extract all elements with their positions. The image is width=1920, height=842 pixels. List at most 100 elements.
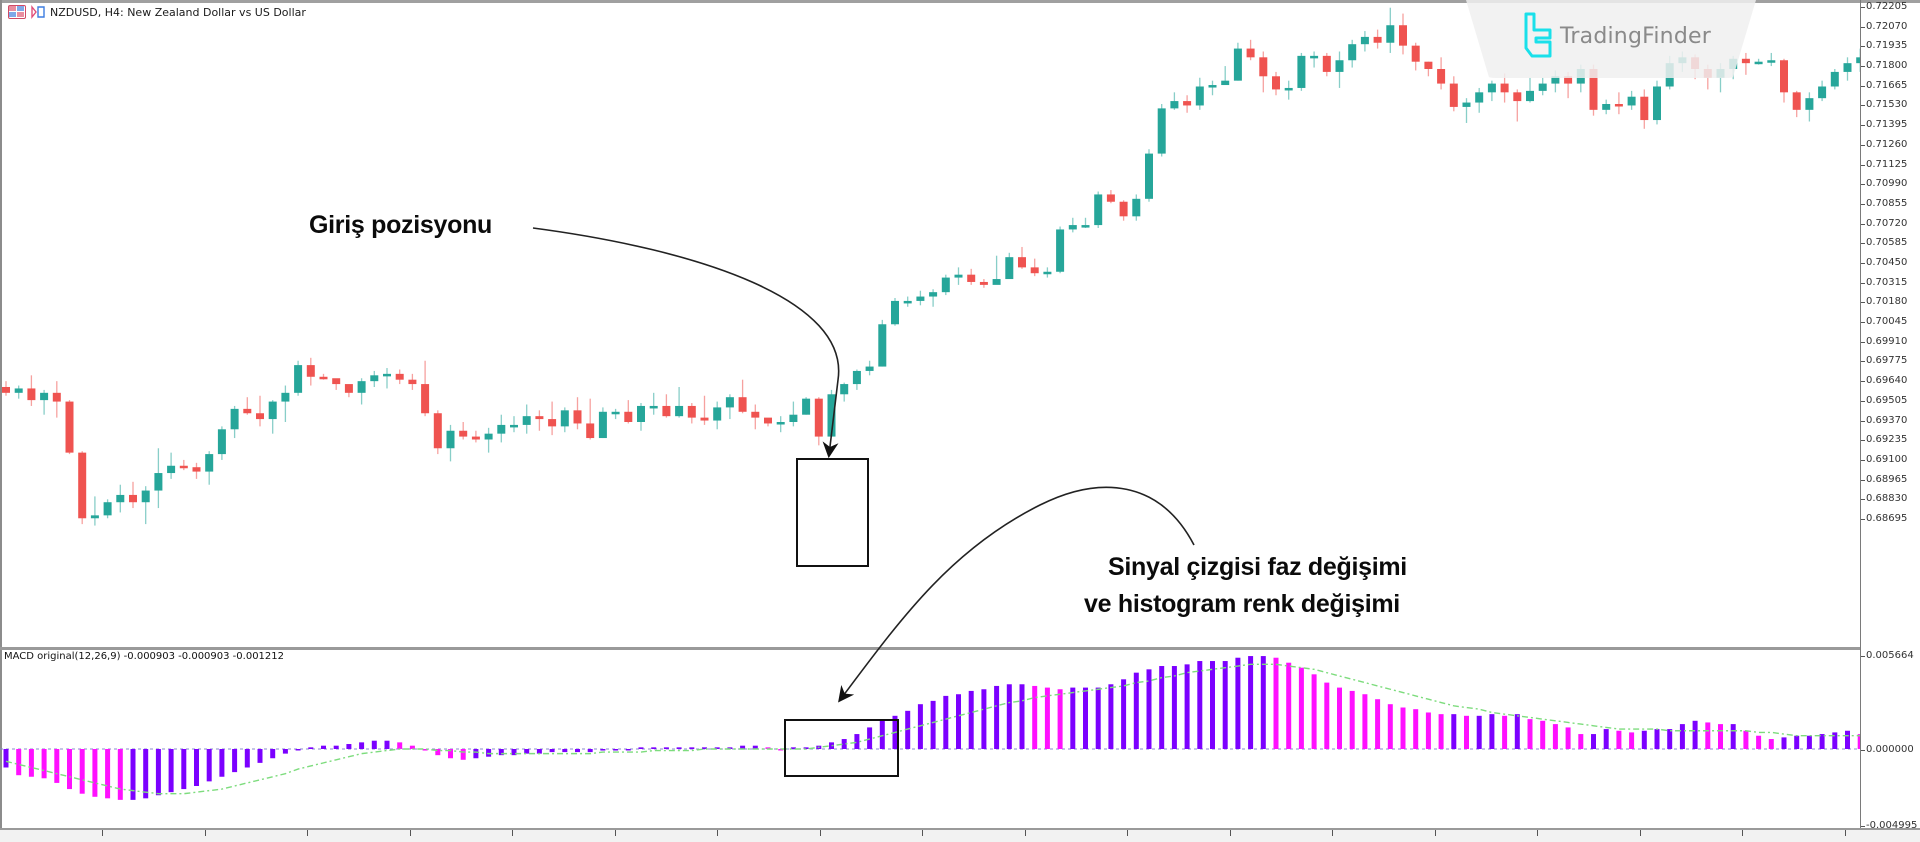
macd-histogram-bar bbox=[1425, 712, 1431, 749]
macd-axis-min: -0.004995 bbox=[1861, 820, 1917, 831]
watermark-brand: TradingFinder bbox=[1560, 24, 1711, 49]
candle bbox=[1475, 87, 1484, 113]
candle bbox=[484, 427, 493, 453]
candle bbox=[1780, 58, 1788, 103]
macd-histogram-bar bbox=[549, 749, 555, 753]
macd-histogram-bar bbox=[473, 749, 479, 759]
price-axis-label: 0.71665 bbox=[1861, 80, 1907, 91]
price-axis-label: 0.69640 bbox=[1861, 375, 1907, 386]
macd-histogram-bar bbox=[448, 749, 453, 759]
candle bbox=[1272, 71, 1280, 96]
candle bbox=[1767, 52, 1776, 67]
macd-histogram-bar bbox=[244, 749, 250, 768]
candle bbox=[421, 360, 430, 417]
time-axis-tick bbox=[409, 830, 411, 836]
price-axis-label: 0.71800 bbox=[1861, 60, 1907, 71]
macd-histogram-bar bbox=[282, 749, 288, 754]
macd-histogram-bar bbox=[1311, 674, 1317, 749]
macd-histogram-bar bbox=[346, 744, 352, 749]
price-axis-label: 0.69775 bbox=[1861, 355, 1907, 366]
macd-histogram-bar bbox=[1629, 732, 1635, 749]
candle bbox=[90, 496, 99, 526]
price-axis[interactable]: 0.72205 0.72070 0.71935 0.71800 0.71665 0.715… bbox=[1860, 0, 1920, 648]
macd-histogram-bar bbox=[1591, 734, 1596, 749]
candle bbox=[395, 369, 404, 385]
macd-histogram-bar bbox=[1146, 669, 1152, 749]
macd-histogram-bar bbox=[968, 690, 974, 749]
candle bbox=[840, 382, 849, 402]
macd-histogram-bar bbox=[54, 749, 60, 783]
candle bbox=[370, 370, 379, 387]
candle bbox=[1627, 90, 1636, 110]
macd-histogram-bar bbox=[295, 749, 301, 751]
candle bbox=[1437, 57, 1446, 90]
candle bbox=[471, 430, 480, 443]
candle bbox=[344, 384, 353, 398]
macd-histogram-bar bbox=[587, 749, 593, 753]
macd-histogram-bar bbox=[1565, 727, 1571, 749]
macd-histogram-bar bbox=[1006, 684, 1012, 749]
signal-annotation-line2: ve histogram renk değişimi bbox=[1084, 590, 1400, 618]
macd-histogram-bar bbox=[194, 749, 199, 786]
macd-histogram-bar bbox=[1832, 732, 1838, 749]
candle bbox=[1449, 76, 1458, 112]
macd-histogram-bar bbox=[1540, 720, 1546, 749]
macd-histogram-bar bbox=[1705, 722, 1711, 749]
macd-histogram-bar bbox=[1794, 735, 1800, 749]
candle bbox=[1487, 80, 1496, 102]
candle bbox=[1322, 52, 1331, 77]
candle bbox=[1233, 42, 1242, 81]
macd-histogram-bar bbox=[498, 749, 504, 756]
price-axis-label: 0.71530 bbox=[1861, 99, 1907, 110]
macd-histogram-bar bbox=[1387, 704, 1393, 749]
macd-axis[interactable]: 0.005664 0.000000 -0.004995 bbox=[1860, 648, 1920, 831]
macd-histogram-bar bbox=[994, 685, 1000, 749]
macd-histogram-bar bbox=[130, 749, 136, 800]
time-axis-tick bbox=[1229, 830, 1231, 836]
macd-histogram-bar bbox=[524, 749, 530, 754]
candle bbox=[1335, 51, 1344, 88]
macd-histogram-bar bbox=[1083, 687, 1088, 749]
price-axis-label: 0.71395 bbox=[1861, 119, 1907, 130]
candle bbox=[522, 404, 531, 434]
candle bbox=[1526, 77, 1534, 103]
macd-histogram-bar bbox=[1768, 739, 1774, 749]
chart-title-bar: NZDUSD, H4: New Zealand Dollar vs US Dol… bbox=[8, 3, 306, 21]
macd-histogram-bar bbox=[625, 749, 631, 751]
macd-histogram-bar bbox=[1349, 690, 1355, 749]
candle bbox=[1348, 39, 1357, 68]
terminal-logo-icon bbox=[31, 5, 45, 19]
candle bbox=[383, 368, 391, 389]
candle bbox=[878, 319, 887, 367]
tradingfinder-logo-icon bbox=[1524, 12, 1552, 58]
macd-histogram-bar bbox=[333, 745, 339, 749]
macd-histogram-bar bbox=[1845, 730, 1850, 749]
macd-histogram-bar bbox=[702, 747, 707, 749]
candle bbox=[1386, 7, 1395, 53]
price-axis-label: 0.71935 bbox=[1861, 40, 1907, 51]
candle bbox=[1068, 217, 1077, 233]
candle bbox=[1297, 52, 1306, 91]
time-axis-tick bbox=[1537, 830, 1538, 836]
candle bbox=[1411, 42, 1420, 71]
time-axis[interactable] bbox=[0, 828, 1920, 842]
macd-histogram-bar bbox=[321, 745, 326, 749]
macd-histogram-bar bbox=[765, 747, 771, 749]
macd-histogram-bar bbox=[1298, 667, 1304, 749]
macd-histogram-bar bbox=[1616, 730, 1622, 749]
macd-histogram-bar bbox=[1819, 734, 1825, 749]
candle bbox=[1818, 80, 1827, 102]
pane-separator[interactable] bbox=[0, 647, 1860, 650]
time-axis-tick bbox=[102, 830, 103, 836]
macd-chart-area[interactable] bbox=[0, 0, 1860, 840]
price-axis-label: 0.70180 bbox=[1861, 296, 1907, 307]
macd-histogram-bar bbox=[854, 734, 860, 749]
macd-histogram-bar bbox=[752, 745, 758, 749]
macd-histogram-bar bbox=[1451, 714, 1457, 749]
time-axis-tick bbox=[614, 830, 616, 836]
candle bbox=[1792, 90, 1801, 118]
candle bbox=[1360, 31, 1369, 52]
macd-histogram-bar bbox=[16, 749, 22, 776]
chart-grid-icon[interactable] bbox=[8, 5, 26, 19]
